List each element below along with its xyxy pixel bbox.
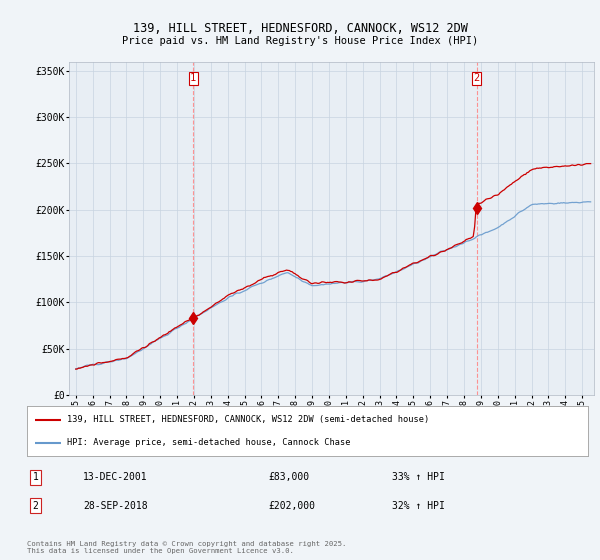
Text: 139, HILL STREET, HEDNESFORD, CANNOCK, WS12 2DW (semi-detached house): 139, HILL STREET, HEDNESFORD, CANNOCK, W… xyxy=(67,415,430,424)
Text: Contains HM Land Registry data © Crown copyright and database right 2025.
This d: Contains HM Land Registry data © Crown c… xyxy=(27,542,346,554)
Text: 1: 1 xyxy=(190,73,196,83)
Text: 2: 2 xyxy=(32,501,38,511)
Text: Price paid vs. HM Land Registry's House Price Index (HPI): Price paid vs. HM Land Registry's House … xyxy=(122,36,478,46)
Text: £202,000: £202,000 xyxy=(268,501,315,511)
Text: 33% ↑ HPI: 33% ↑ HPI xyxy=(392,472,445,482)
Text: 2: 2 xyxy=(473,73,479,83)
Text: 28-SEP-2018: 28-SEP-2018 xyxy=(83,501,148,511)
Text: 1: 1 xyxy=(32,472,38,482)
Text: HPI: Average price, semi-detached house, Cannock Chase: HPI: Average price, semi-detached house,… xyxy=(67,438,351,447)
Text: 13-DEC-2001: 13-DEC-2001 xyxy=(83,472,148,482)
Text: 139, HILL STREET, HEDNESFORD, CANNOCK, WS12 2DW: 139, HILL STREET, HEDNESFORD, CANNOCK, W… xyxy=(133,22,467,35)
Text: 32% ↑ HPI: 32% ↑ HPI xyxy=(392,501,445,511)
Text: £83,000: £83,000 xyxy=(268,472,310,482)
